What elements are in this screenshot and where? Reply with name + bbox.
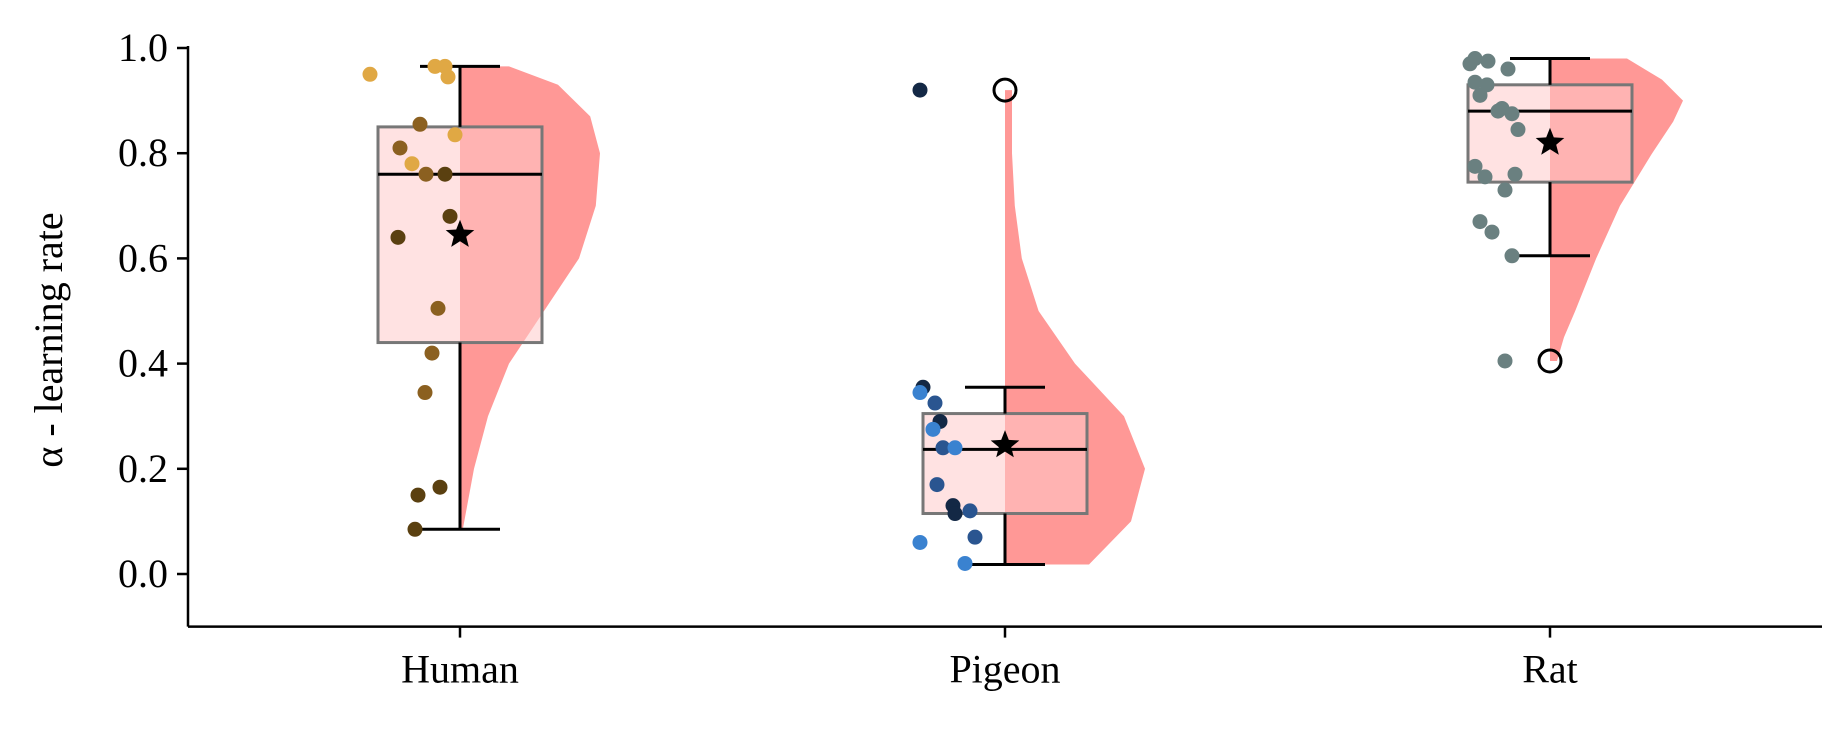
data-point [1497, 182, 1513, 198]
data-point [1467, 158, 1483, 174]
data-point [1472, 87, 1488, 103]
x-tick-label: Pigeon [949, 647, 1060, 692]
data-point [925, 421, 941, 437]
mean-marker [1535, 127, 1565, 155]
mean-marker [990, 430, 1020, 458]
plot-area [362, 51, 1683, 571]
data-point [410, 487, 426, 503]
y-tick-label: 0.8 [118, 130, 168, 175]
y-tick-label: 0.0 [118, 551, 168, 596]
data-point [1507, 166, 1523, 182]
data-point [417, 385, 433, 401]
data-point [424, 345, 440, 361]
data-point [432, 479, 448, 495]
data-point [362, 66, 378, 82]
axes: Human Pigeon Rat 0.0 0.2 0.4 0.6 0.8 1.0 [118, 25, 1822, 692]
data-point [1467, 74, 1483, 90]
data-point [418, 166, 434, 182]
data-point [440, 69, 456, 85]
data-point [912, 385, 928, 401]
data-point [927, 395, 943, 411]
box [921, 412, 1089, 516]
data-point [447, 127, 463, 143]
y-axis-label: α - learning rate [26, 212, 71, 467]
y-tick-label: 0.2 [118, 446, 168, 491]
data-point [912, 82, 928, 98]
group-human [362, 58, 600, 537]
data-point [1479, 77, 1495, 93]
y-tick-label: 1.0 [118, 25, 168, 70]
data-point [935, 440, 951, 456]
data-point [437, 166, 453, 182]
data-point [1500, 61, 1516, 77]
data-point [1480, 53, 1496, 69]
data-point [407, 521, 423, 537]
data-point [957, 555, 973, 571]
data-point [912, 534, 928, 550]
data-point [404, 156, 420, 172]
data-point [1510, 122, 1526, 138]
data-point [1504, 106, 1520, 122]
outlier-point [992, 77, 1018, 103]
data-point [967, 529, 983, 545]
outlier-point [1537, 348, 1563, 374]
group-rat [1462, 51, 1683, 374]
data-point [1484, 224, 1500, 240]
y-tick-label: 0.4 [118, 341, 168, 386]
data-point [1504, 248, 1520, 264]
data-point [430, 300, 446, 316]
data-point [1497, 353, 1513, 369]
data-point [962, 503, 978, 519]
data-point [392, 140, 408, 156]
y-tick-label: 0.6 [118, 235, 168, 280]
data-point [1472, 214, 1488, 230]
data-point [947, 506, 963, 522]
data-point [947, 440, 963, 456]
group-pigeon [912, 77, 1145, 571]
data-point [442, 208, 458, 224]
data-point [412, 116, 428, 132]
data-point [1490, 103, 1506, 119]
mean-marker [445, 219, 475, 247]
data-point [390, 229, 406, 245]
data-point [929, 477, 945, 493]
data-point [1462, 56, 1478, 72]
data-point [1477, 169, 1493, 185]
x-tick-label: Rat [1522, 647, 1578, 692]
x-tick-label: Human [401, 647, 519, 692]
